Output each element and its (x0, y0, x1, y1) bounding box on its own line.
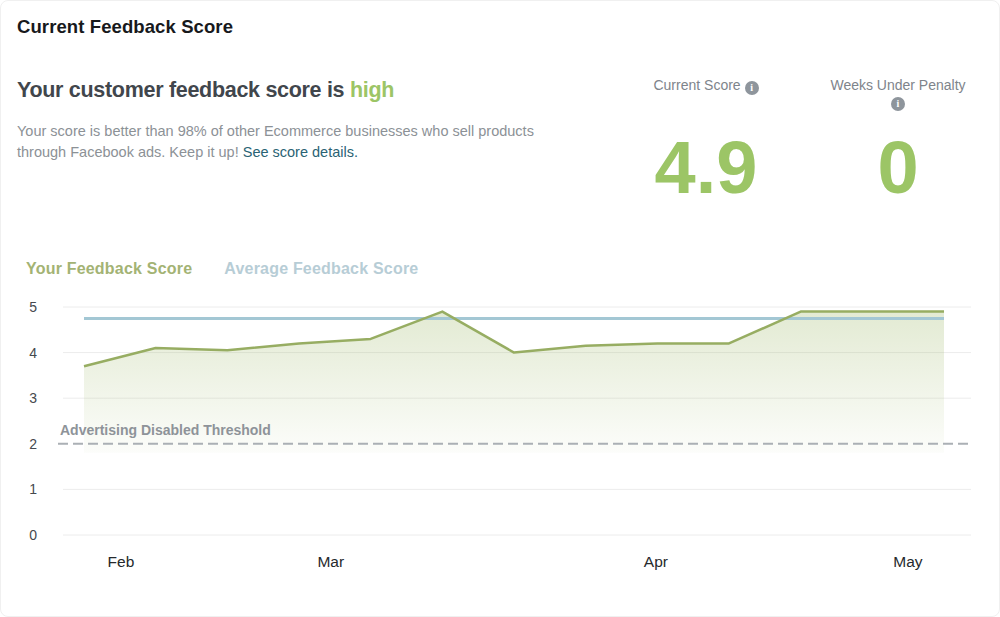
svg-text:1: 1 (29, 481, 37, 497)
svg-text:Feb: Feb (108, 553, 135, 570)
svg-text:5: 5 (29, 299, 37, 315)
svg-text:May: May (893, 553, 923, 570)
svg-text:0: 0 (29, 527, 37, 543)
feedback-score-chart: 0 1 2 3 4 5 Advertising Disabled Threshold Feb M… (1, 1, 1000, 617)
svg-text:2: 2 (29, 436, 37, 452)
svg-text:Mar: Mar (317, 553, 344, 570)
svg-text:Advertising Disabled Threshold: Advertising Disabled Threshold (60, 422, 271, 438)
svg-text:3: 3 (29, 390, 37, 406)
svg-text:Apr: Apr (644, 553, 668, 570)
svg-text:4: 4 (29, 345, 37, 361)
feedback-score-panel: Current Feedback Score Your customer fee… (0, 0, 1000, 617)
